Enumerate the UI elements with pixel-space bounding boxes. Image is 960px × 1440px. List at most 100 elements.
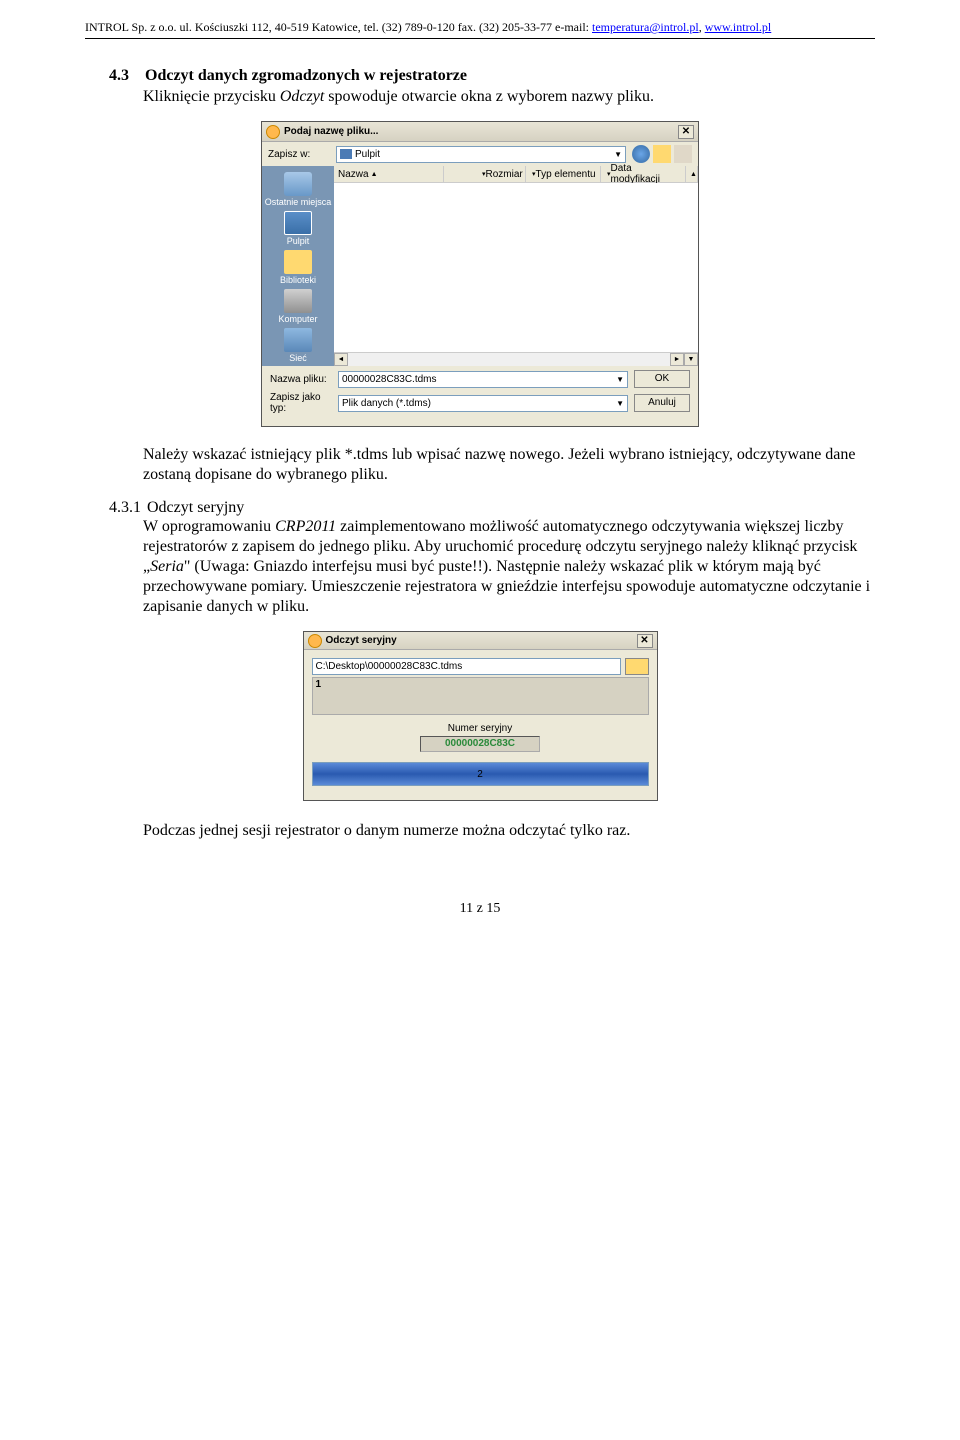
back-icon[interactable]	[632, 145, 650, 163]
filetype-dropdown[interactable]: Plik danych (*.tdms) ▼	[338, 395, 628, 412]
dropdown-arrow-icon: ▼	[614, 150, 622, 159]
sidebar-item-desktop[interactable]: Pulpit	[262, 211, 334, 246]
sidebar-desktop-label: Pulpit	[262, 236, 334, 246]
save-in-dropdown[interactable]: Pulpit ▼	[336, 146, 626, 163]
progress-bar: 2	[312, 762, 649, 786]
col-type[interactable]: ▾ Typ elementu	[526, 166, 601, 182]
scroll-left-button[interactable]: ◄	[334, 353, 348, 366]
computer-icon	[284, 289, 312, 313]
header-divider	[85, 38, 875, 39]
dialog-bottom: Nazwa pliku: 00000028C83C.tdms ▼ OK Zapi…	[262, 366, 698, 426]
sidebar-item-computer[interactable]: Komputer	[262, 289, 334, 324]
col-date-label: Data modyfikacji	[611, 163, 681, 185]
section-title: Odczyt danych zgromadzonych w rejestrato…	[145, 67, 467, 84]
filetype-value: Plik danych (*.tdms)	[342, 398, 431, 409]
col-type-label: Typ elementu	[536, 169, 596, 180]
serial-value-box: 00000028C83C	[420, 736, 540, 752]
filename-label: Nazwa pliku:	[270, 374, 332, 385]
progress-text: 2	[313, 763, 648, 785]
col-date[interactable]: ▾ Data modyfikacji	[601, 166, 686, 182]
browse-button[interactable]	[625, 658, 649, 675]
sidebar-libraries-label: Biblioteki	[262, 275, 334, 285]
col-name[interactable]: Nazwa ▲	[334, 166, 444, 182]
sub-body-italic1: CRP2011	[275, 518, 336, 535]
sidebar-item-recent[interactable]: Ostatnie miejsca	[262, 172, 334, 207]
path-row: C:\Desktop\00000028C83C.tdms	[312, 658, 649, 675]
dropdown-arrow-icon: ▼	[616, 375, 624, 384]
subsection-body: W oprogramowaniu CRP2011 zaimplementowan…	[143, 517, 875, 617]
panel-number: 1	[316, 679, 322, 690]
intro-after: spowoduje otwarcie okna z wyborem nazwy …	[324, 88, 654, 105]
serial-label: Numer seryjny	[312, 723, 649, 734]
network-icon	[284, 328, 312, 352]
horizontal-scrollbar[interactable]: ◄ ► ▼	[334, 352, 698, 366]
subsection-heading: 4.3.1 Odczyt seryjny	[109, 499, 875, 517]
subsection-number: 4.3.1	[109, 499, 143, 517]
column-headers: Nazwa ▲ ▾ Rozmiar ▾ Typ elementu ▾ Data	[334, 166, 698, 183]
view-icon[interactable]	[674, 145, 692, 163]
libraries-icon	[284, 250, 312, 274]
col-scroll-up[interactable]: ▲	[686, 166, 698, 182]
cancel-button[interactable]: Anuluj	[634, 394, 690, 412]
intro-italic: Odczyt	[280, 88, 324, 105]
dialog2-close-button[interactable]: ✕	[637, 634, 653, 648]
header-email-link[interactable]: temperatura@introl.pl	[592, 20, 699, 34]
scroll-track[interactable]	[348, 353, 670, 366]
section-heading: 4.3 Odczyt danych zgromadzonych w rejest…	[109, 67, 875, 85]
col-size-label: Rozmiar	[486, 169, 523, 180]
sub-body-before: W oprogramowaniu	[143, 518, 275, 535]
sidebar-recent-label: Ostatnie miejsca	[262, 197, 334, 207]
dialog-icon	[266, 125, 280, 139]
path-input[interactable]: C:\Desktop\00000028C83C.tdms	[312, 658, 621, 675]
col-size[interactable]: ▾ Rozmiar	[476, 166, 526, 182]
sub-body-italic2: Seria	[150, 558, 184, 575]
page-footer: 11 z 15	[85, 901, 875, 917]
recent-icon	[284, 172, 312, 196]
intro-before: Kliknięcie przycisku	[143, 88, 280, 105]
scroll-up-icon: ▲	[690, 171, 697, 178]
header-text: INTROL Sp. z o.o. ul. Kościuszki 112, 40…	[85, 20, 592, 34]
dialog2-icon	[308, 634, 322, 648]
filename-input[interactable]: 00000028C83C.tdms ▼	[338, 371, 628, 388]
scroll-down-button[interactable]: ▼	[684, 353, 698, 366]
dialog-body: Ostatnie miejsca Pulpit Biblioteki Kompu…	[262, 166, 698, 366]
filename-row: Nazwa pliku: 00000028C83C.tdms ▼ OK	[270, 370, 690, 388]
sidebar-item-network[interactable]: Sieć	[262, 328, 334, 363]
file-list-area: Nazwa ▲ ▾ Rozmiar ▾ Typ elementu ▾ Data	[334, 166, 698, 366]
dialog2-titlebar: Odczyt seryjny ✕	[304, 632, 657, 650]
sidebar-item-libraries[interactable]: Biblioteki	[262, 250, 334, 285]
closing-paragraph: Podczas jednej sesji rejestrator o danym…	[143, 821, 875, 841]
nav-icons	[632, 145, 692, 163]
col-name-label: Nazwa	[338, 169, 369, 180]
new-folder-icon[interactable]	[653, 145, 671, 163]
file-list[interactable]	[334, 183, 698, 352]
ok-button[interactable]: OK	[634, 370, 690, 388]
file-save-dialog: Podaj nazwę pliku... ✕ Zapisz w: Pulpit …	[261, 121, 699, 427]
paragraph-between: Należy wskazać istniejący plik *.tdms lu…	[143, 445, 875, 485]
filetype-row: Zapisz jako typ: Plik danych (*.tdms) ▼ …	[270, 392, 690, 414]
path-value: C:\Desktop\00000028C83C.tdms	[316, 661, 463, 672]
close-button[interactable]: ✕	[678, 125, 694, 139]
scroll-right-button[interactable]: ►	[670, 353, 684, 366]
header-website-link[interactable]: www.introl.pl	[705, 20, 772, 34]
status-panel: 1	[312, 677, 649, 715]
places-sidebar: Ostatnie miejsca Pulpit Biblioteki Kompu…	[262, 166, 334, 366]
dialog2-title: Odczyt seryjny	[326, 635, 637, 646]
dialog-titlebar: Podaj nazwę pliku... ✕	[262, 122, 698, 142]
dialog2-body: C:\Desktop\00000028C83C.tdms 1 Numer ser…	[304, 650, 657, 800]
sidebar-computer-label: Komputer	[262, 314, 334, 324]
save-in-label: Zapisz w:	[268, 149, 330, 160]
serial-read-dialog: Odczyt seryjny ✕ C:\Desktop\00000028C83C…	[303, 631, 658, 801]
desktop-place-icon	[284, 211, 312, 235]
subsection-title: Odczyt seryjny	[147, 499, 244, 516]
dropdown-arrow-icon: ▼	[616, 399, 624, 408]
sort-arrow-icon: ▲	[371, 171, 378, 178]
sidebar-network-label: Sieć	[262, 353, 334, 363]
page-header: INTROL Sp. z o.o. ul. Kościuszki 112, 40…	[85, 20, 875, 35]
section-number: 4.3	[109, 67, 129, 84]
dialog-title: Podaj nazwę pliku...	[284, 126, 678, 137]
sub-body-mid2: " (Uwaga: Gniazdo interfejsu musi być pu…	[143, 558, 870, 615]
filename-value: 00000028C83C.tdms	[342, 374, 437, 385]
desktop-icon	[340, 149, 352, 159]
save-in-value: Pulpit	[355, 149, 380, 160]
